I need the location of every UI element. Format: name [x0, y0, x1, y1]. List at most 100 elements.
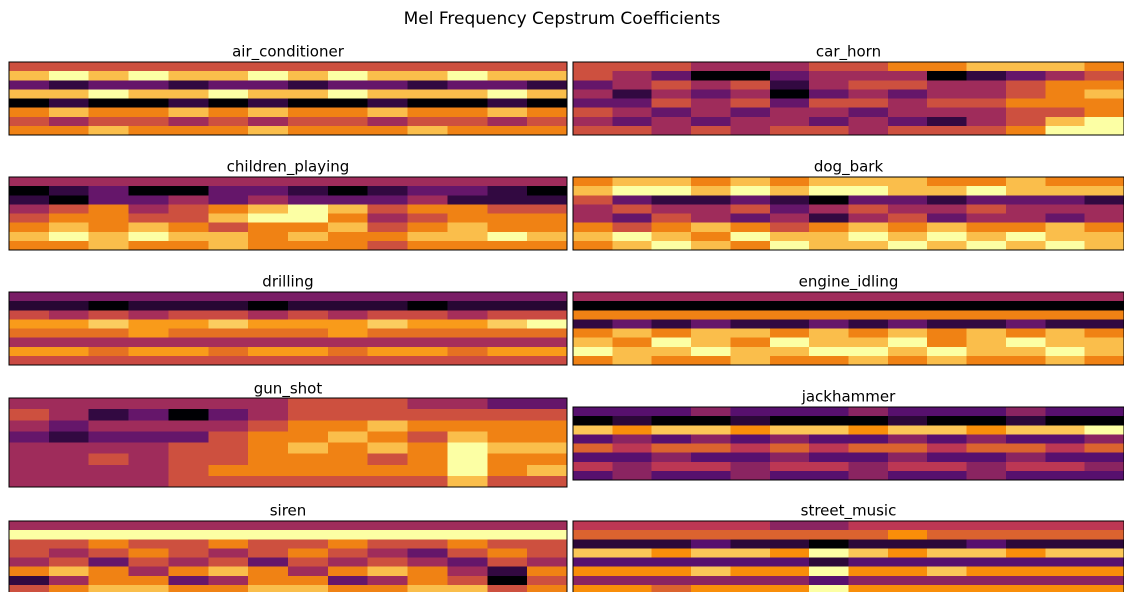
cell: [327, 71, 369, 81]
cell: [248, 204, 289, 214]
cell: [691, 337, 731, 348]
cell: [573, 337, 613, 348]
cell: [407, 116, 448, 127]
panel-frame: [572, 176, 1124, 251]
cell: [769, 425, 810, 435]
cell: [9, 409, 50, 421]
cell: [128, 301, 169, 311]
cell: [487, 195, 528, 205]
cell: [769, 107, 810, 118]
cell: [691, 470, 731, 481]
cell: [887, 355, 928, 366]
cell: [48, 319, 90, 329]
cell: [848, 125, 889, 136]
cell: [848, 213, 889, 224]
cell: [288, 409, 329, 421]
cell: [651, 416, 692, 426]
cell: [651, 443, 692, 454]
cell: [927, 539, 968, 549]
cell: [887, 80, 928, 90]
cell: [407, 453, 448, 466]
cell: [1005, 89, 1046, 99]
cell: [927, 98, 968, 109]
cell: [487, 566, 528, 577]
cell: [248, 409, 289, 421]
cell: [88, 442, 130, 455]
cell: [769, 125, 810, 136]
cell: [691, 204, 731, 214]
cell: [208, 530, 249, 540]
cell: [48, 464, 90, 477]
figure-title: Mel Frequency Cepstrum Coefficients: [404, 9, 721, 29]
cell: [730, 521, 771, 531]
cell: [288, 566, 329, 577]
cell: [730, 443, 771, 454]
cell: [1084, 521, 1124, 531]
cell: [327, 442, 369, 455]
cell: [651, 116, 692, 127]
cell: [248, 539, 289, 549]
cell: [48, 566, 90, 577]
cell: [691, 434, 731, 444]
cell: [691, 186, 731, 196]
cell: [1045, 240, 1086, 251]
cell: [1005, 416, 1046, 426]
cell: [573, 434, 613, 444]
cell: [887, 125, 928, 136]
cell: [168, 240, 209, 251]
cell: [769, 355, 810, 366]
cell: [691, 557, 731, 568]
cell: [248, 89, 289, 99]
cell: [573, 461, 613, 472]
cell: [1084, 186, 1124, 196]
panel-title: engine_idling: [799, 273, 899, 292]
cell: [487, 222, 528, 233]
cell: [48, 98, 90, 109]
panel-title: drilling: [262, 273, 313, 291]
cell: [966, 125, 1007, 136]
cell: [1045, 346, 1086, 357]
cell: [168, 548, 209, 558]
cell: [248, 453, 289, 466]
cell: [612, 566, 653, 577]
cell: [927, 452, 968, 463]
cell: [288, 328, 329, 339]
cell: [769, 337, 810, 348]
cell: [367, 409, 409, 421]
cell: [447, 431, 488, 443]
cell: [573, 407, 613, 417]
panel-frame: [8, 520, 568, 592]
cell: [367, 98, 409, 109]
cell: [407, 328, 448, 339]
cell: [887, 452, 928, 463]
cell: [9, 530, 50, 540]
cell: [48, 213, 90, 224]
cell: [208, 398, 249, 410]
cell: [527, 442, 568, 455]
cell: [128, 442, 169, 455]
cell: [367, 557, 409, 568]
cell: [487, 346, 528, 357]
cell: [168, 431, 209, 443]
cell: [769, 416, 810, 426]
cell: [9, 301, 50, 311]
cell: [527, 548, 568, 558]
cell: [88, 186, 130, 196]
cell: [407, 89, 448, 99]
cell: [927, 521, 968, 531]
cell: [447, 310, 488, 320]
cell: [927, 548, 968, 558]
cell: [48, 204, 90, 214]
panel: jackhammer: [572, 388, 1124, 481]
cell: [327, 346, 369, 357]
cell: [887, 98, 928, 109]
cell: [573, 530, 613, 540]
cell: [769, 310, 810, 320]
cell: [769, 566, 810, 577]
cell: [447, 62, 488, 72]
cell: [327, 409, 369, 421]
cell: [208, 177, 249, 187]
cell: [651, 71, 692, 81]
cell: [1005, 222, 1046, 233]
cell: [288, 557, 329, 568]
